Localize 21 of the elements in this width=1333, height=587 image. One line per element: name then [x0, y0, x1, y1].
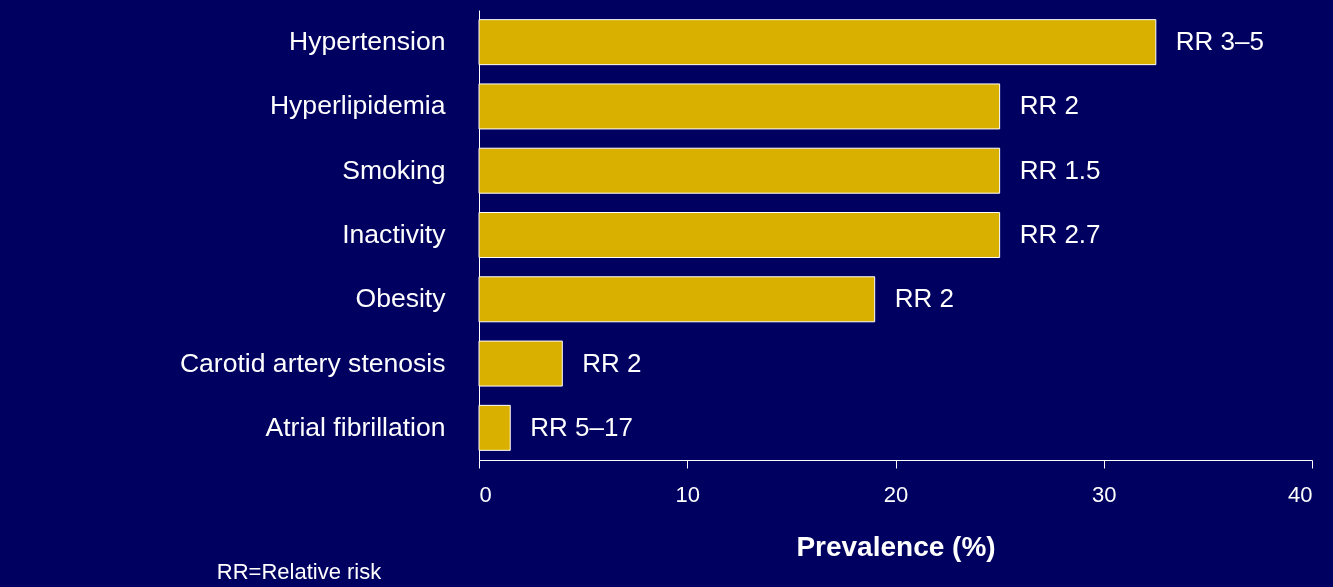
x-tick-label: 10 [675, 481, 700, 507]
y-tick-label: Smoking [342, 154, 446, 185]
text: RR=Relative risk [216, 559, 383, 584]
y-tick-label: Hypertension [289, 26, 446, 57]
data-label: RR 2 [582, 347, 642, 378]
data-label: RR 2.7 [1019, 219, 1101, 249]
x-tick-label: 0 [479, 481, 492, 507]
data-label: RR 2 [894, 283, 954, 314]
x-tick-label: 40 [1288, 481, 1313, 507]
x-tick-label: 30 [1092, 481, 1117, 507]
y-tick-label: Atrial fibrillation [265, 411, 446, 442]
data-label: RR 3–5 [1175, 26, 1264, 57]
x-axis-title: Prevalence (%) [796, 530, 996, 562]
y-tick-label: Hyperlipidemia [269, 90, 446, 121]
data-label: RR 5–17 [530, 411, 633, 442]
y-tick-label: Carotid artery stenosis [179, 347, 446, 378]
y-tick-label: Inactivity [342, 219, 447, 249]
data-label: RR 2 [1019, 90, 1079, 121]
x-tick-label: 20 [883, 481, 909, 507]
y-tick-label: Obesity [355, 283, 447, 314]
data-label: RR 1.5 [1019, 154, 1101, 185]
